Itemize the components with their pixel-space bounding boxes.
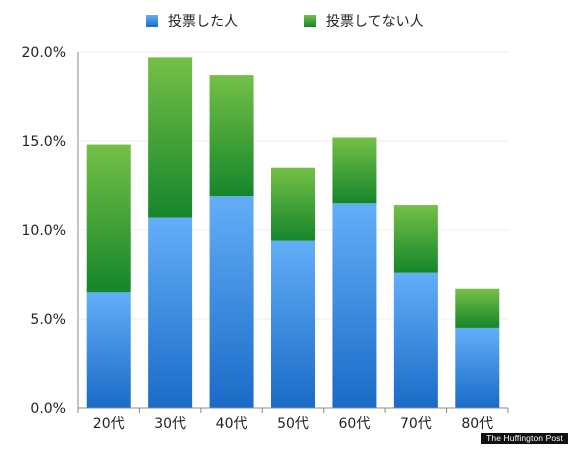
x-tick-label: 60代	[339, 416, 371, 432]
axes: 0.0% 5.0% 10.0% 15.0% 20.0% 20代 30代 40代 50代 60代 70…	[22, 45, 509, 432]
bar-segment-not-voted	[455, 288, 500, 328]
y-tick-label: 10.0%	[22, 223, 66, 239]
bar-segment-voted	[209, 196, 254, 408]
x-tick-label: 70代	[400, 416, 432, 432]
legend: 投票した人 投票してない人	[146, 14, 424, 30]
bar-segment-voted	[148, 217, 193, 408]
bar-segment-not-voted	[332, 137, 377, 204]
x-tick-label: 50代	[277, 416, 309, 432]
legend-label: 投票してない人	[326, 14, 424, 30]
bar-segment-not-voted	[148, 57, 193, 218]
y-tick-label: 5.0%	[30, 312, 66, 328]
legend-label: 投票した人	[168, 14, 238, 30]
bar-segment-voted	[86, 292, 131, 408]
bar-segment-not-voted	[209, 75, 254, 197]
bar-segment-voted	[455, 327, 500, 408]
bar-segment-not-voted	[86, 144, 131, 293]
x-tick-label: 20代	[93, 416, 125, 432]
bar-segment-not-voted	[271, 167, 315, 241]
legend-swatch	[146, 15, 158, 27]
legend-swatch	[304, 15, 316, 27]
bar-segment-voted	[332, 203, 377, 408]
y-tick-label: 0.0%	[30, 401, 66, 417]
y-tick-label: 20.0%	[22, 45, 66, 61]
watermark-label: The Huffington Post	[481, 433, 568, 444]
bar-segment-voted	[393, 272, 438, 408]
x-tick-label: 30代	[154, 416, 186, 432]
x-tick-label: 80代	[461, 416, 493, 432]
bar-segment-not-voted	[393, 205, 438, 273]
x-tick-label: 40代	[216, 416, 248, 432]
bars	[86, 57, 500, 408]
bar-segment-voted	[271, 240, 315, 408]
y-tick-label: 15.0%	[22, 134, 66, 150]
